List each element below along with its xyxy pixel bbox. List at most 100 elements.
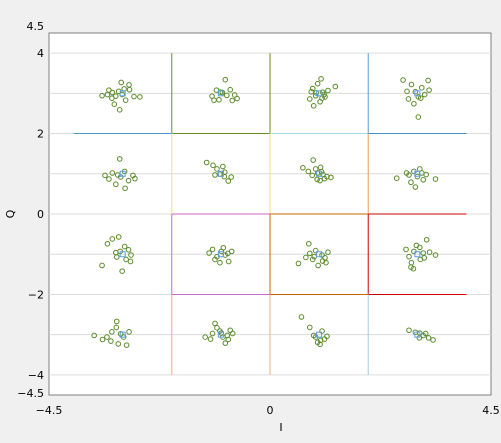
data-point xyxy=(418,84,425,91)
data-point xyxy=(300,164,306,171)
data-point xyxy=(314,176,320,183)
reference-point xyxy=(414,331,421,338)
data-point xyxy=(408,179,414,186)
reference-point xyxy=(217,170,224,177)
reference-point xyxy=(316,331,323,338)
data-point xyxy=(104,334,110,340)
data-point xyxy=(220,244,227,251)
data-point xyxy=(310,103,317,109)
data-point xyxy=(126,329,132,335)
data-point xyxy=(231,92,238,98)
data-point xyxy=(222,340,229,346)
data-point xyxy=(127,258,134,265)
data-point xyxy=(220,163,226,170)
data-point xyxy=(111,101,118,107)
data-point xyxy=(132,175,138,182)
x-tick-label: 0 xyxy=(267,404,274,417)
data-point xyxy=(305,240,312,247)
data-point xyxy=(420,177,427,183)
data-point xyxy=(305,168,312,175)
data-point xyxy=(112,181,119,188)
data-point xyxy=(214,325,220,331)
data-point xyxy=(308,88,315,95)
data-point xyxy=(116,107,123,113)
data-point xyxy=(108,338,114,344)
data-point xyxy=(298,314,305,320)
data-point xyxy=(312,247,319,254)
y-tick-label: −4 xyxy=(28,369,44,382)
reference-point xyxy=(217,251,224,258)
y-axis-label: Q xyxy=(4,209,17,218)
data-point xyxy=(229,97,235,104)
data-point xyxy=(322,255,328,261)
y-tick-labels: 4.5 4 2 0 −2 −4 −4.5 xyxy=(17,20,44,400)
reference-point xyxy=(414,170,421,177)
data-point xyxy=(229,330,236,337)
data-point xyxy=(411,100,417,107)
data-point xyxy=(126,82,132,88)
data-point xyxy=(306,324,313,331)
data-point xyxy=(306,96,313,102)
data-point xyxy=(426,87,432,93)
data-point xyxy=(206,250,212,256)
data-point xyxy=(222,169,228,175)
x-tick-labels: −4.5 0 4.5 xyxy=(36,404,500,417)
data-point xyxy=(102,172,108,179)
data-point xyxy=(425,335,432,341)
data-point xyxy=(421,255,428,261)
data-point xyxy=(225,178,232,184)
data-point xyxy=(317,341,323,348)
data-point xyxy=(400,77,406,83)
reference-point xyxy=(316,251,323,258)
data-point xyxy=(422,330,429,337)
data-point xyxy=(122,185,128,192)
data-point xyxy=(408,264,414,270)
data-point xyxy=(417,95,424,101)
data-point xyxy=(210,162,216,169)
data-point xyxy=(224,250,231,257)
data-point xyxy=(212,172,218,178)
data-point xyxy=(421,91,428,98)
data-point xyxy=(321,175,328,182)
data-point xyxy=(318,76,324,82)
reference-point xyxy=(414,251,421,258)
data-point xyxy=(121,243,128,250)
data-point xyxy=(310,332,317,339)
reference-point xyxy=(217,331,224,338)
data-point xyxy=(128,252,134,258)
y-tick-label: 4.5 xyxy=(27,20,45,33)
data-point xyxy=(408,81,415,88)
data-point xyxy=(203,159,210,166)
data-point xyxy=(295,260,302,267)
data-point xyxy=(209,330,216,337)
data-point xyxy=(118,79,124,86)
reference-point xyxy=(119,331,126,338)
data-point xyxy=(91,332,97,339)
data-point xyxy=(423,236,430,243)
data-point xyxy=(202,334,208,340)
data-point xyxy=(131,93,137,100)
y-tick-label: −4.5 xyxy=(17,387,44,400)
data-point xyxy=(109,89,116,96)
data-point xyxy=(125,177,132,184)
data-point xyxy=(112,93,119,99)
reference-point xyxy=(316,170,323,177)
data-point xyxy=(112,249,119,256)
data-point xyxy=(324,333,330,340)
data-point xyxy=(109,170,116,176)
data-point xyxy=(415,114,422,120)
data-point xyxy=(115,234,122,240)
data-point xyxy=(403,246,409,253)
data-point xyxy=(222,76,229,83)
data-point xyxy=(425,77,431,84)
data-point xyxy=(119,268,125,274)
reference-point xyxy=(119,170,126,177)
data-point xyxy=(211,97,217,103)
data-point xyxy=(115,341,122,347)
data-point xyxy=(406,327,412,334)
data-point xyxy=(106,176,112,182)
data-point xyxy=(116,156,123,162)
data-point xyxy=(109,329,115,335)
data-point xyxy=(212,256,218,263)
data-point xyxy=(317,337,324,344)
